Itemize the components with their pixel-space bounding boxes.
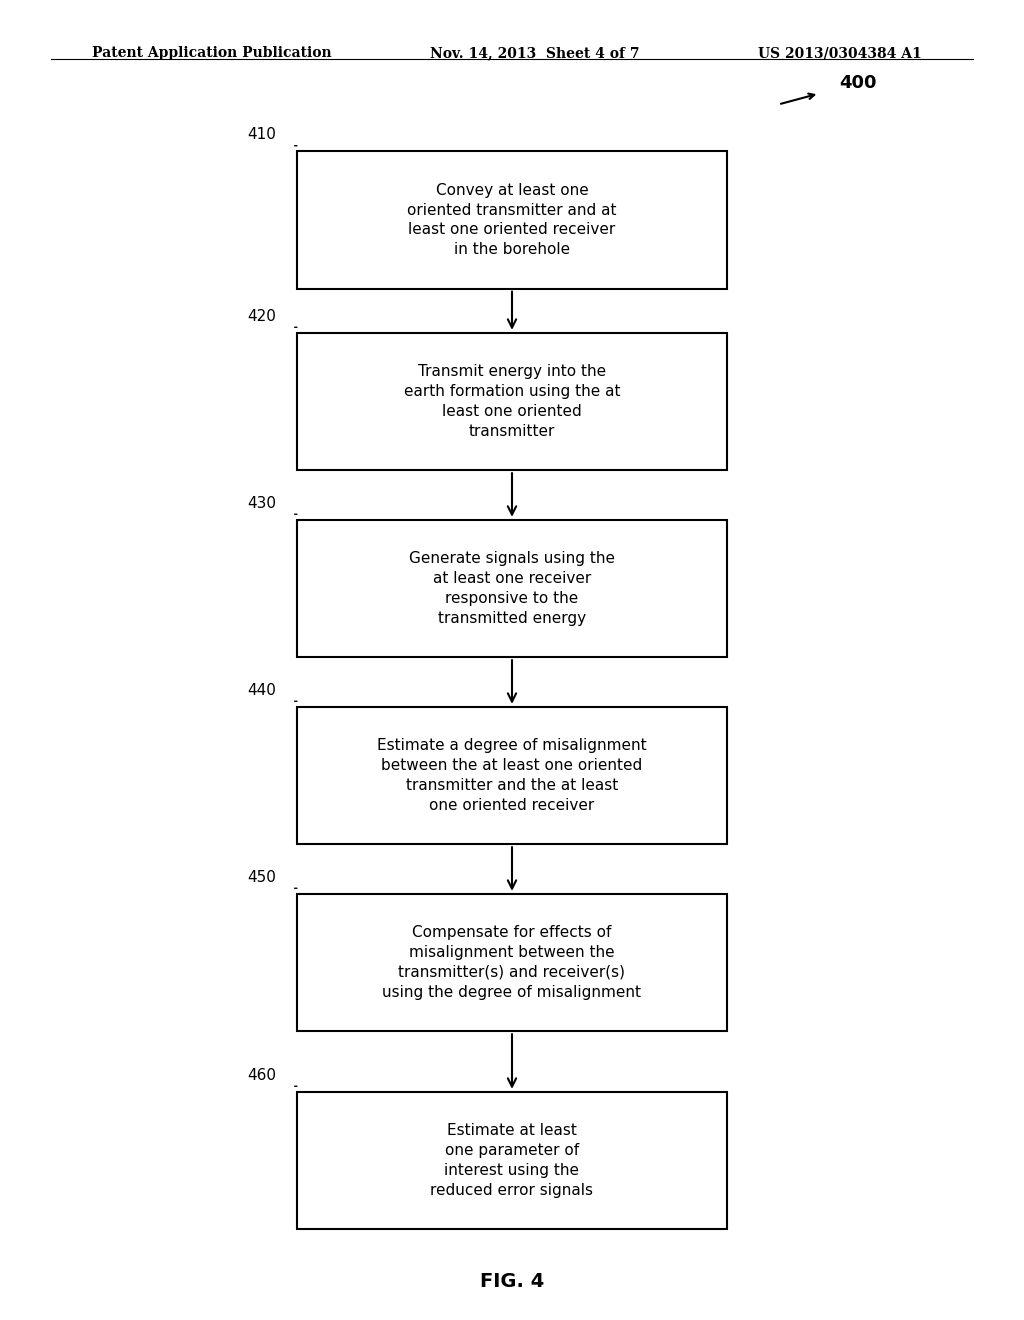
Text: FIG. 4: FIG. 4 — [480, 1272, 544, 1291]
Text: Generate signals using the
at least one receiver
responsive to the
transmitted e: Generate signals using the at least one … — [409, 552, 615, 626]
Text: 440: 440 — [248, 682, 276, 698]
Text: Patent Application Publication: Patent Application Publication — [92, 46, 332, 61]
Text: US 2013/0304384 A1: US 2013/0304384 A1 — [758, 46, 922, 61]
Text: Estimate a degree of misalignment
between the at least one oriented
transmitter : Estimate a degree of misalignment betwee… — [377, 738, 647, 813]
Text: 400: 400 — [840, 74, 878, 92]
Text: 420: 420 — [248, 309, 276, 323]
Text: 460: 460 — [248, 1068, 276, 1082]
FancyBboxPatch shape — [297, 152, 727, 289]
Text: Transmit energy into the
earth formation using the at
least one oriented
transmi: Transmit energy into the earth formation… — [403, 364, 621, 438]
FancyBboxPatch shape — [297, 1092, 727, 1229]
Text: Nov. 14, 2013  Sheet 4 of 7: Nov. 14, 2013 Sheet 4 of 7 — [430, 46, 640, 61]
Text: Compensate for effects of
misalignment between the
transmitter(s) and receiver(s: Compensate for effects of misalignment b… — [383, 925, 641, 999]
FancyBboxPatch shape — [297, 894, 727, 1031]
FancyBboxPatch shape — [297, 706, 727, 845]
FancyBboxPatch shape — [297, 520, 727, 657]
Text: 430: 430 — [248, 496, 276, 511]
Text: Estimate at least
one parameter of
interest using the
reduced error signals: Estimate at least one parameter of inter… — [430, 1123, 594, 1197]
FancyBboxPatch shape — [297, 333, 727, 470]
Text: 410: 410 — [248, 128, 276, 143]
Text: 450: 450 — [248, 870, 276, 884]
Text: Convey at least one
oriented transmitter and at
least one oriented receiver
in t: Convey at least one oriented transmitter… — [408, 182, 616, 257]
